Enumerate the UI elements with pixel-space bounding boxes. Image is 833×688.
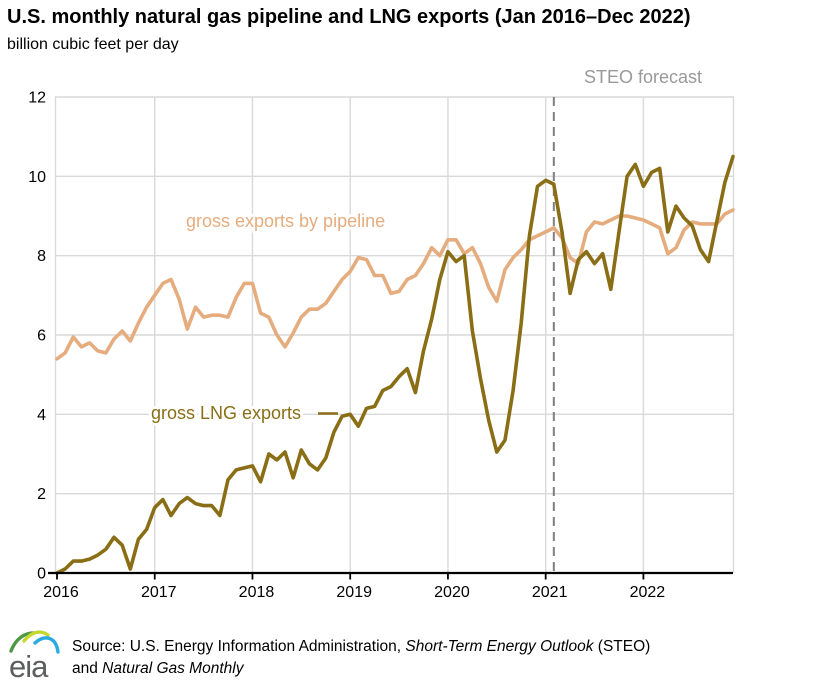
y-tick-label: 6 <box>37 328 46 345</box>
x-tick-label: 2017 <box>141 584 177 601</box>
x-tick-label: 2021 <box>532 584 568 601</box>
series-label-pipeline: gross exports by pipeline <box>186 211 385 231</box>
source-text: Source: U.S. Energy Information Administ… <box>72 636 792 680</box>
lng-exports-line <box>55 154 735 575</box>
tick-labels: 2016 2017 2018 2019 2020 2021 2022 0 2 4 6 8 10 12 <box>28 90 665 602</box>
x-tick-label: 2016 <box>43 584 79 601</box>
gridlines <box>54 96 735 573</box>
logo-swoosh-yellow-icon <box>22 630 50 643</box>
source-footer: eia Source: U.S. Energy Information Admi… <box>0 626 833 688</box>
chart-title: U.S. monthly natural gas pipeline and LN… <box>7 6 691 28</box>
x-tick-label: 2020 <box>434 584 470 601</box>
y-tick-label: 10 <box>28 169 46 186</box>
logo-swoosh-blue-icon <box>33 636 60 654</box>
steo-suffix: (STEO) <box>593 638 651 655</box>
ngm-publication-title: Natural Gas Monthly <box>102 660 244 677</box>
annotation-labels: STEO forecast gross exports by pipeline … <box>148 65 705 427</box>
steo-publication-title: Short-Term Energy Outlook <box>405 638 594 655</box>
logo-text: eia <box>9 649 49 682</box>
x-tick-label: 2022 <box>630 584 666 601</box>
x-tick-label: 2019 <box>336 584 372 601</box>
series-lines <box>55 154 735 575</box>
source-prefix: Source: U.S. Energy Information Administ… <box>72 638 406 655</box>
y-tick-label: 0 <box>37 566 46 583</box>
y-tick-label: 12 <box>28 90 46 107</box>
chart-subtitle: billion cubic feet per day <box>7 36 179 53</box>
forecast-label: STEO forecast <box>584 67 702 87</box>
line2-prefix: and <box>72 660 103 677</box>
y-tick-label: 8 <box>37 248 46 265</box>
x-tick-label: 2018 <box>239 584 275 601</box>
pipeline-exports-line <box>55 208 735 361</box>
series-label-lng: gross LNG exports <box>151 403 301 423</box>
y-tick-label: 4 <box>37 407 46 424</box>
axes <box>48 571 733 580</box>
line-chart: STEO forecast gross exports by pipeline … <box>28 65 735 602</box>
eia-logo: eia <box>9 630 60 682</box>
y-tick-label: 2 <box>37 486 46 503</box>
